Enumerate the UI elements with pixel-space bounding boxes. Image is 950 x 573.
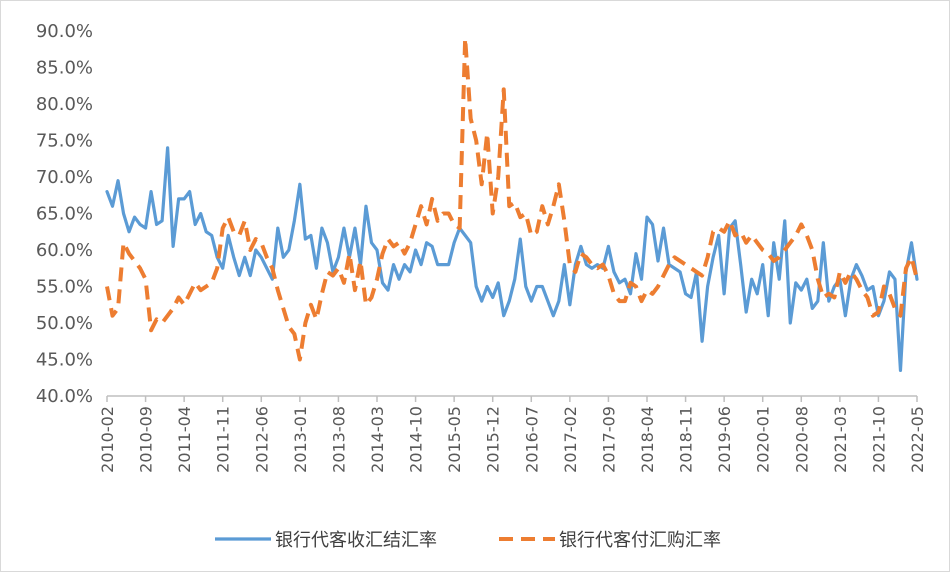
legend-label-1: 银行代客收汇结汇率 [275, 530, 437, 551]
y-tick-label: 75.0% [36, 131, 93, 152]
x-tick-label: 2022-05 [908, 406, 927, 473]
x-tick-label: 2017-02 [561, 406, 580, 473]
x-tick-label: 2010-09 [137, 406, 156, 473]
x-tick-label: 2011-11 [214, 406, 233, 473]
x-tick-label: 2021-10 [869, 406, 888, 473]
x-tick-label: 2013-08 [329, 406, 348, 473]
x-tick-label: 2010-02 [98, 406, 117, 473]
x-tick-label: 2020-01 [754, 406, 773, 473]
y-tick-label: 85.0% [36, 58, 93, 79]
x-tick-label: 2018-11 [677, 406, 696, 473]
y-tick-label: 80.0% [36, 94, 93, 115]
x-tick-label: 2015-05 [445, 406, 464, 473]
legend: 银行代客收汇结汇率 银行代客付汇购汇率 [215, 530, 721, 551]
x-tick-label: 2020-08 [792, 406, 811, 473]
x-tick-label: 2018-04 [638, 406, 657, 473]
y-tick-label: 45.0% [36, 350, 93, 371]
x-axis-tick-marks [106, 396, 918, 402]
y-tick-label: 55.0% [36, 277, 93, 298]
series-line-1 [105, 146, 919, 373]
x-tick-label: 2013-01 [291, 406, 310, 473]
y-tick-label: 40.0% [36, 386, 93, 407]
legend-label-2: 银行代客付汇购汇率 [559, 530, 721, 551]
series-line-2 [105, 36, 919, 362]
x-tick-label: 2012-06 [252, 406, 271, 473]
y-axis-tick-labels: 40.0% 45.0% 50.0% 55.0% 60.0% 65.0% 70.0% 75.0%… [36, 21, 93, 407]
x-tick-label: 2019-06 [715, 406, 734, 473]
y-tick-label: 70.0% [36, 167, 93, 188]
x-axis-tick-labels: 2010-02 2010-09 2011-04 2011-11 2012-06 2013-… [98, 406, 927, 473]
x-tick-label: 2016-07 [522, 406, 541, 473]
x-tick-label: 2011-04 [175, 406, 194, 473]
series-layer [105, 36, 919, 373]
x-tick-label: 2015-12 [484, 406, 503, 473]
y-tick-label: 90.0% [36, 21, 93, 42]
y-tick-label: 50.0% [36, 313, 93, 334]
x-tick-label: 2014-03 [368, 406, 387, 473]
x-tick-label: 2021-03 [831, 406, 850, 473]
y-tick-label: 60.0% [36, 240, 93, 261]
y-tick-label: 65.0% [36, 204, 93, 225]
x-tick-label: 2017-09 [599, 406, 618, 473]
x-tick-label: 2014-10 [407, 406, 426, 473]
